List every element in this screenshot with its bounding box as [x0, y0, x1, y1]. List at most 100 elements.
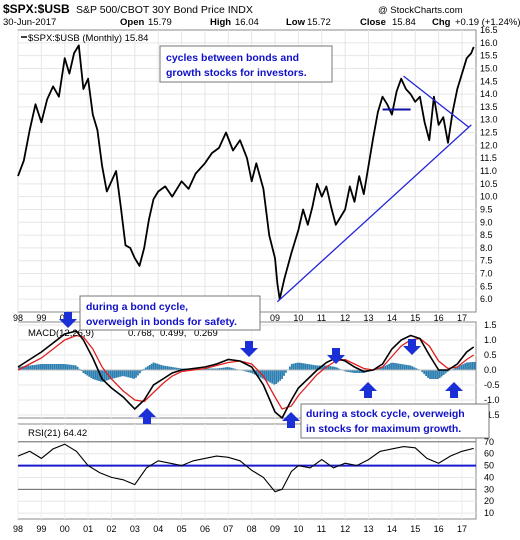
macd-histogram-bar	[175, 367, 178, 370]
header-ticker: $SPX:$USB	[3, 2, 70, 16]
bottom-x-tick: 10	[293, 524, 303, 534]
macd-histogram-bar	[423, 370, 426, 375]
macd-histogram-bar	[273, 370, 276, 385]
macd-y-tick: -0.5	[484, 380, 500, 390]
macd-histogram-bar	[222, 367, 225, 370]
macd-histogram-bar	[302, 363, 305, 370]
price-y-tick: 10.5	[480, 179, 498, 189]
low-value: 15.72	[307, 17, 331, 28]
macd-histogram-bar	[308, 364, 311, 370]
macd-histogram-bar	[28, 365, 30, 370]
macd-histogram-bar	[109, 370, 112, 380]
macd-histogram-bar	[458, 366, 461, 370]
macd-histogram-bar	[162, 365, 165, 370]
macd-histogram-bar	[246, 370, 248, 372]
macd-histogram-bar	[335, 367, 338, 370]
trendline	[276, 124, 472, 303]
macd-histogram-bar	[438, 370, 441, 379]
price-series	[17, 44, 475, 303]
macd-histogram-bar	[421, 370, 424, 373]
macd-histogram-bar	[39, 364, 42, 370]
callout-cycles-line1: cycles between bonds and	[166, 52, 299, 64]
macd-histogram-bar	[226, 367, 229, 370]
rsi-y-tick: 50	[484, 461, 494, 471]
price-x-tick: 10	[293, 313, 303, 323]
macd-histogram-bar	[263, 370, 266, 380]
macd-histogram-bar	[82, 370, 85, 373]
macd-histogram-bar	[88, 370, 91, 377]
macd-histogram-bar	[425, 370, 428, 376]
macd-histogram-bar	[35, 364, 38, 370]
price-y-tick: 12.5	[480, 128, 498, 138]
callout-bond-line1: during a bond cycle,	[86, 301, 188, 313]
macd-histogram-bar	[288, 366, 291, 370]
macd-histogram-bar	[43, 364, 46, 370]
bottom-x-tick: 02	[106, 524, 116, 534]
macd-histogram-bar	[22, 366, 24, 370]
rsi-y-tick: 40	[484, 472, 494, 482]
price-y-tick: 9.0	[480, 217, 493, 227]
bottom-x-tick: 13	[364, 524, 374, 534]
arrow-up-2003	[138, 408, 156, 424]
macd-y-tick: 0.0	[484, 365, 497, 375]
rsi-y-tick: 10	[484, 508, 494, 518]
macd-histogram-bar	[384, 365, 387, 370]
macd-histogram-bar	[388, 363, 391, 370]
macd-histogram-bar	[415, 368, 418, 370]
macd-histogram-bar	[401, 364, 404, 370]
macd-histogram-bar	[211, 368, 213, 370]
macd-histogram-bar	[113, 370, 116, 379]
cycle-arrows	[59, 312, 463, 428]
macd-histogram-bar	[214, 368, 217, 370]
macd-histogram-bar	[55, 364, 58, 370]
macd-histogram-bar	[337, 368, 340, 370]
macd-histogram-bar	[471, 361, 474, 370]
macd-histogram-bar	[90, 370, 93, 378]
price-y-tick: 16.0	[480, 38, 498, 48]
macd-histogram-bar	[230, 367, 233, 370]
price-line	[17, 44, 475, 301]
macd-histogram-bar	[473, 361, 476, 370]
bottom-x-tick: 07	[223, 524, 233, 534]
macd-histogram-bar	[24, 366, 26, 370]
macd-histogram-bar	[117, 370, 120, 378]
price-y-tick: 11.0	[480, 166, 497, 176]
price-x-tick: 98	[13, 313, 23, 323]
price-y-tick: 6.0	[480, 294, 493, 304]
macd-histogram-bar	[84, 370, 87, 375]
price-y-tick: 12.0	[480, 140, 498, 150]
bottom-x-tick: 05	[177, 524, 187, 534]
price-y-tick: 14.0	[480, 89, 498, 99]
macd-histogram-bar	[446, 370, 449, 372]
macd-histogram-bar	[452, 368, 455, 370]
macd-histogram-bar	[33, 364, 36, 370]
macd-histogram-bar	[290, 363, 293, 370]
macd-histogram-bar	[234, 368, 237, 370]
macd-histogram-bar	[249, 370, 252, 373]
price-y-tick: 8.5	[480, 230, 493, 240]
macd-histogram-bar	[294, 363, 297, 370]
macd-histogram-bar	[433, 370, 435, 379]
macd-histogram-bar	[224, 367, 227, 370]
price-y-tick: 13.5	[480, 102, 498, 112]
macd-histogram-bar	[121, 370, 124, 377]
bottom-x-tick: 12	[340, 524, 350, 534]
arrow-up-2012	[359, 382, 377, 398]
macd-histogram-bar	[138, 370, 141, 374]
macd-histogram-bar	[207, 368, 209, 370]
macd-histogram-bar	[304, 363, 307, 370]
bottom-x-tick: 03	[130, 524, 140, 534]
macd-histogram-bar	[327, 365, 330, 370]
price-x-tick: 17	[457, 313, 467, 323]
trendline	[403, 75, 470, 128]
price-x-tick: 15	[410, 313, 420, 323]
price-x-tick: 12	[340, 313, 350, 323]
macd-histogram-bar	[283, 370, 285, 376]
macd-legend-prefix: MACD(12,26,9)	[28, 328, 94, 339]
price-y-tick: 10.0	[480, 192, 498, 202]
bottom-x-tick: 04	[153, 524, 163, 534]
signal-legend-value: 0.499,	[160, 328, 186, 339]
macd-histogram-bar	[325, 365, 328, 370]
bottom-x-tick: 00	[60, 524, 70, 534]
macd-histogram-bar	[347, 370, 350, 372]
